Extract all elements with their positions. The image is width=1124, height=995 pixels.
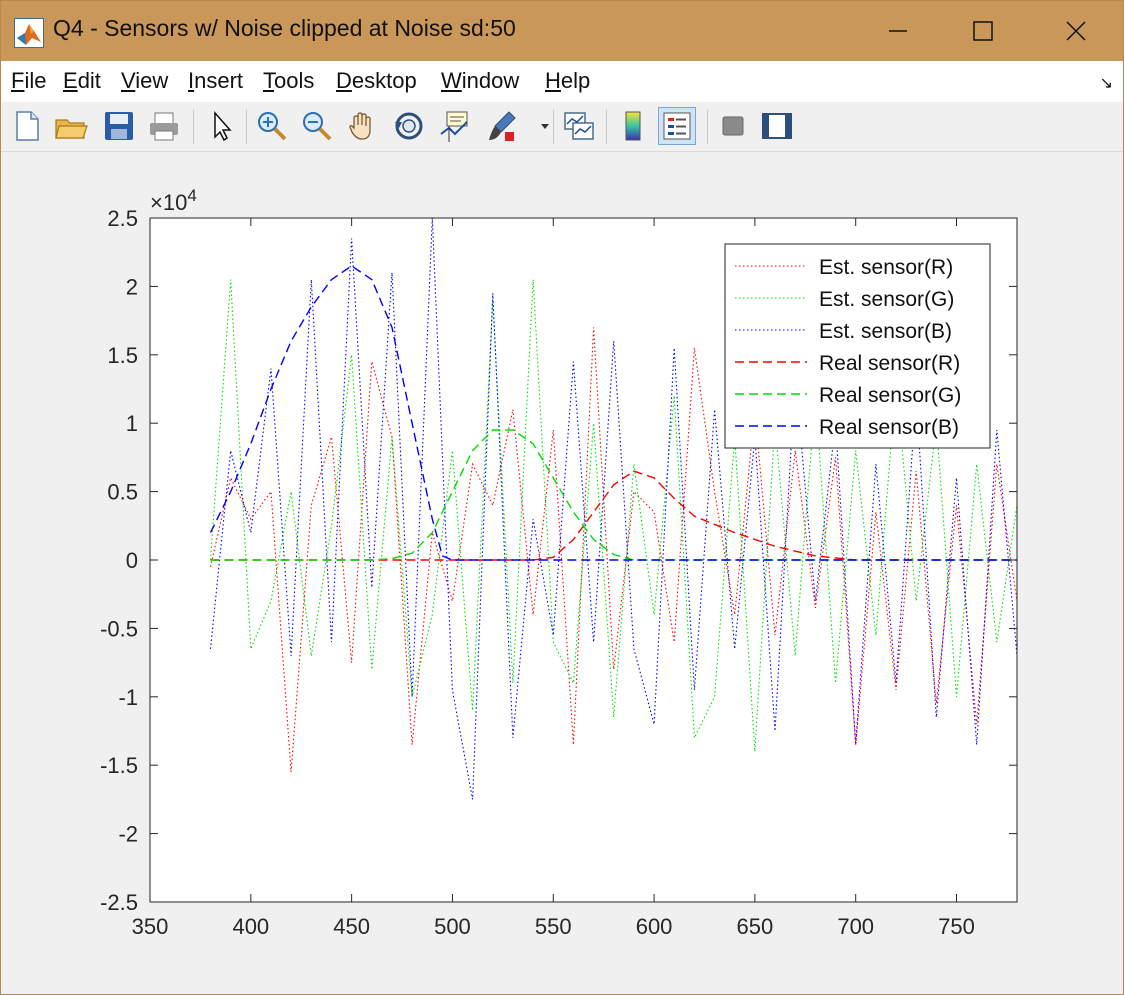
y-tick-label: -2.5 — [100, 890, 138, 915]
series-line-4[interactable] — [210, 429, 1018, 561]
dock-arrow-icon[interactable]: ↘ — [1099, 75, 1113, 92]
save-icon[interactable] — [101, 108, 137, 144]
series-line-0[interactable] — [209, 327, 1018, 773]
open-file-icon[interactable] — [53, 108, 89, 144]
window-title: Q4 - Sensors w/ Noise clipped at Noise s… — [53, 15, 516, 41]
y-tick-label: -2 — [118, 822, 138, 847]
legend-entry-label: Est. sensor(G) — [819, 288, 954, 311]
menu-help[interactable]: Help — [545, 68, 591, 93]
legend-entry-label: Real sensor(G) — [819, 384, 961, 407]
print-icon[interactable] — [146, 108, 182, 144]
maximize-button[interactable] — [937, 1, 1029, 61]
series-layer — [209, 218, 1018, 800]
legend-box — [724, 243, 991, 449]
x-tick-label: 400 — [232, 914, 269, 939]
y-exponent-power: 4 — [187, 186, 196, 205]
menu-insert[interactable]: Insert — [188, 68, 244, 93]
toolbar-separator — [606, 110, 607, 144]
minimize-button[interactable] — [851, 1, 943, 61]
hide-plot-tools-icon[interactable] — [715, 108, 751, 144]
brush-icon[interactable] — [485, 108, 521, 144]
data-cursor-icon[interactable] — [437, 108, 473, 144]
title-bar[interactable]: Q4 - Sensors w/ Noise clipped at Noise s… — [1, 1, 1123, 61]
x-tick-label: 650 — [737, 914, 774, 939]
legend-entry-label: Real sensor(B) — [819, 416, 959, 439]
menu-bar: File Edit View Insert Tools Desktop Wind… — [1, 61, 1123, 102]
link-plot-icon[interactable] — [561, 108, 597, 144]
menu-file[interactable]: File — [11, 68, 47, 93]
series-line-5[interactable] — [209, 265, 1018, 561]
rotate-3d-icon[interactable] — [391, 108, 427, 144]
zoom-in-icon[interactable] — [254, 108, 290, 144]
series-line-2[interactable] — [209, 218, 1018, 800]
y-tick-label: 0 — [126, 548, 138, 573]
legend-entry-label: Est. sensor(B) — [819, 320, 952, 343]
menu-desktop[interactable]: Desktop — [336, 68, 417, 93]
menu-view[interactable]: View — [121, 68, 169, 93]
axes-border — [149, 217, 1018, 903]
legend[interactable]: Est. sensor(R) Est. sensor(G) Est. sensor(… — [724, 243, 991, 449]
chart: 350 400 450 500 550 600 650 700 750 -2.5 -2 -1.5 -1 -… — [100, 186, 1018, 939]
figure-canvas: 350 400 450 500 550 600 650 700 750 -2.5 -2 -1.5 -1 -… — [1, 152, 1123, 994]
legend-entry-label: Real sensor(R) — [819, 352, 960, 375]
y-tick-label: -1 — [118, 685, 138, 710]
x-tick-label: 350 — [132, 914, 169, 939]
menu-edit[interactable]: Edit — [63, 68, 101, 93]
x-tick-label: 600 — [636, 914, 673, 939]
x-tick-label: 500 — [434, 914, 471, 939]
y-exponent-label: ×104 — [150, 186, 197, 215]
y-exponent-base: ×10 — [150, 190, 187, 215]
toolbar-separator — [193, 110, 194, 144]
pan-hand-icon[interactable] — [345, 108, 381, 144]
y-tick-label: 2.5 — [107, 206, 138, 231]
x-tick-label: 700 — [837, 914, 874, 939]
y-tick-label: -0.5 — [100, 616, 138, 641]
close-button[interactable] — [1030, 1, 1122, 61]
figure-toolbar — [1, 102, 1123, 152]
y-tick-label: 1 — [126, 411, 138, 436]
legend-icon[interactable] — [658, 107, 696, 145]
show-plot-tools-icon[interactable] — [759, 108, 795, 144]
brush-dropdown-arrow-icon[interactable] — [527, 108, 549, 144]
x-tick-label: 550 — [535, 914, 572, 939]
y-tick-label: 1.5 — [107, 343, 138, 368]
zoom-out-icon[interactable] — [299, 108, 335, 144]
x-tick-label: 450 — [333, 914, 370, 939]
pointer-icon[interactable] — [203, 108, 239, 144]
colorbar-icon[interactable] — [615, 108, 651, 144]
menu-window[interactable]: Window — [441, 68, 520, 93]
y-tick-label: 2 — [126, 274, 138, 299]
y-tick-label: -1.5 — [100, 753, 138, 778]
x-tick-label: 750 — [938, 914, 975, 939]
menu-tools[interactable]: Tools — [263, 68, 315, 93]
new-figure-icon[interactable] — [9, 108, 45, 144]
matlab-logo-icon — [14, 18, 44, 48]
axis-layer: 350 400 450 500 550 600 650 700 750 -2.5 -2 -1.5 -1 -… — [100, 206, 1018, 939]
toolbar-separator — [707, 110, 708, 144]
legend-entry-label: Est. sensor(R) — [819, 256, 953, 279]
toolbar-separator — [246, 110, 247, 144]
toolbar-separator — [553, 110, 554, 144]
y-tick-label: 0.5 — [107, 480, 138, 505]
